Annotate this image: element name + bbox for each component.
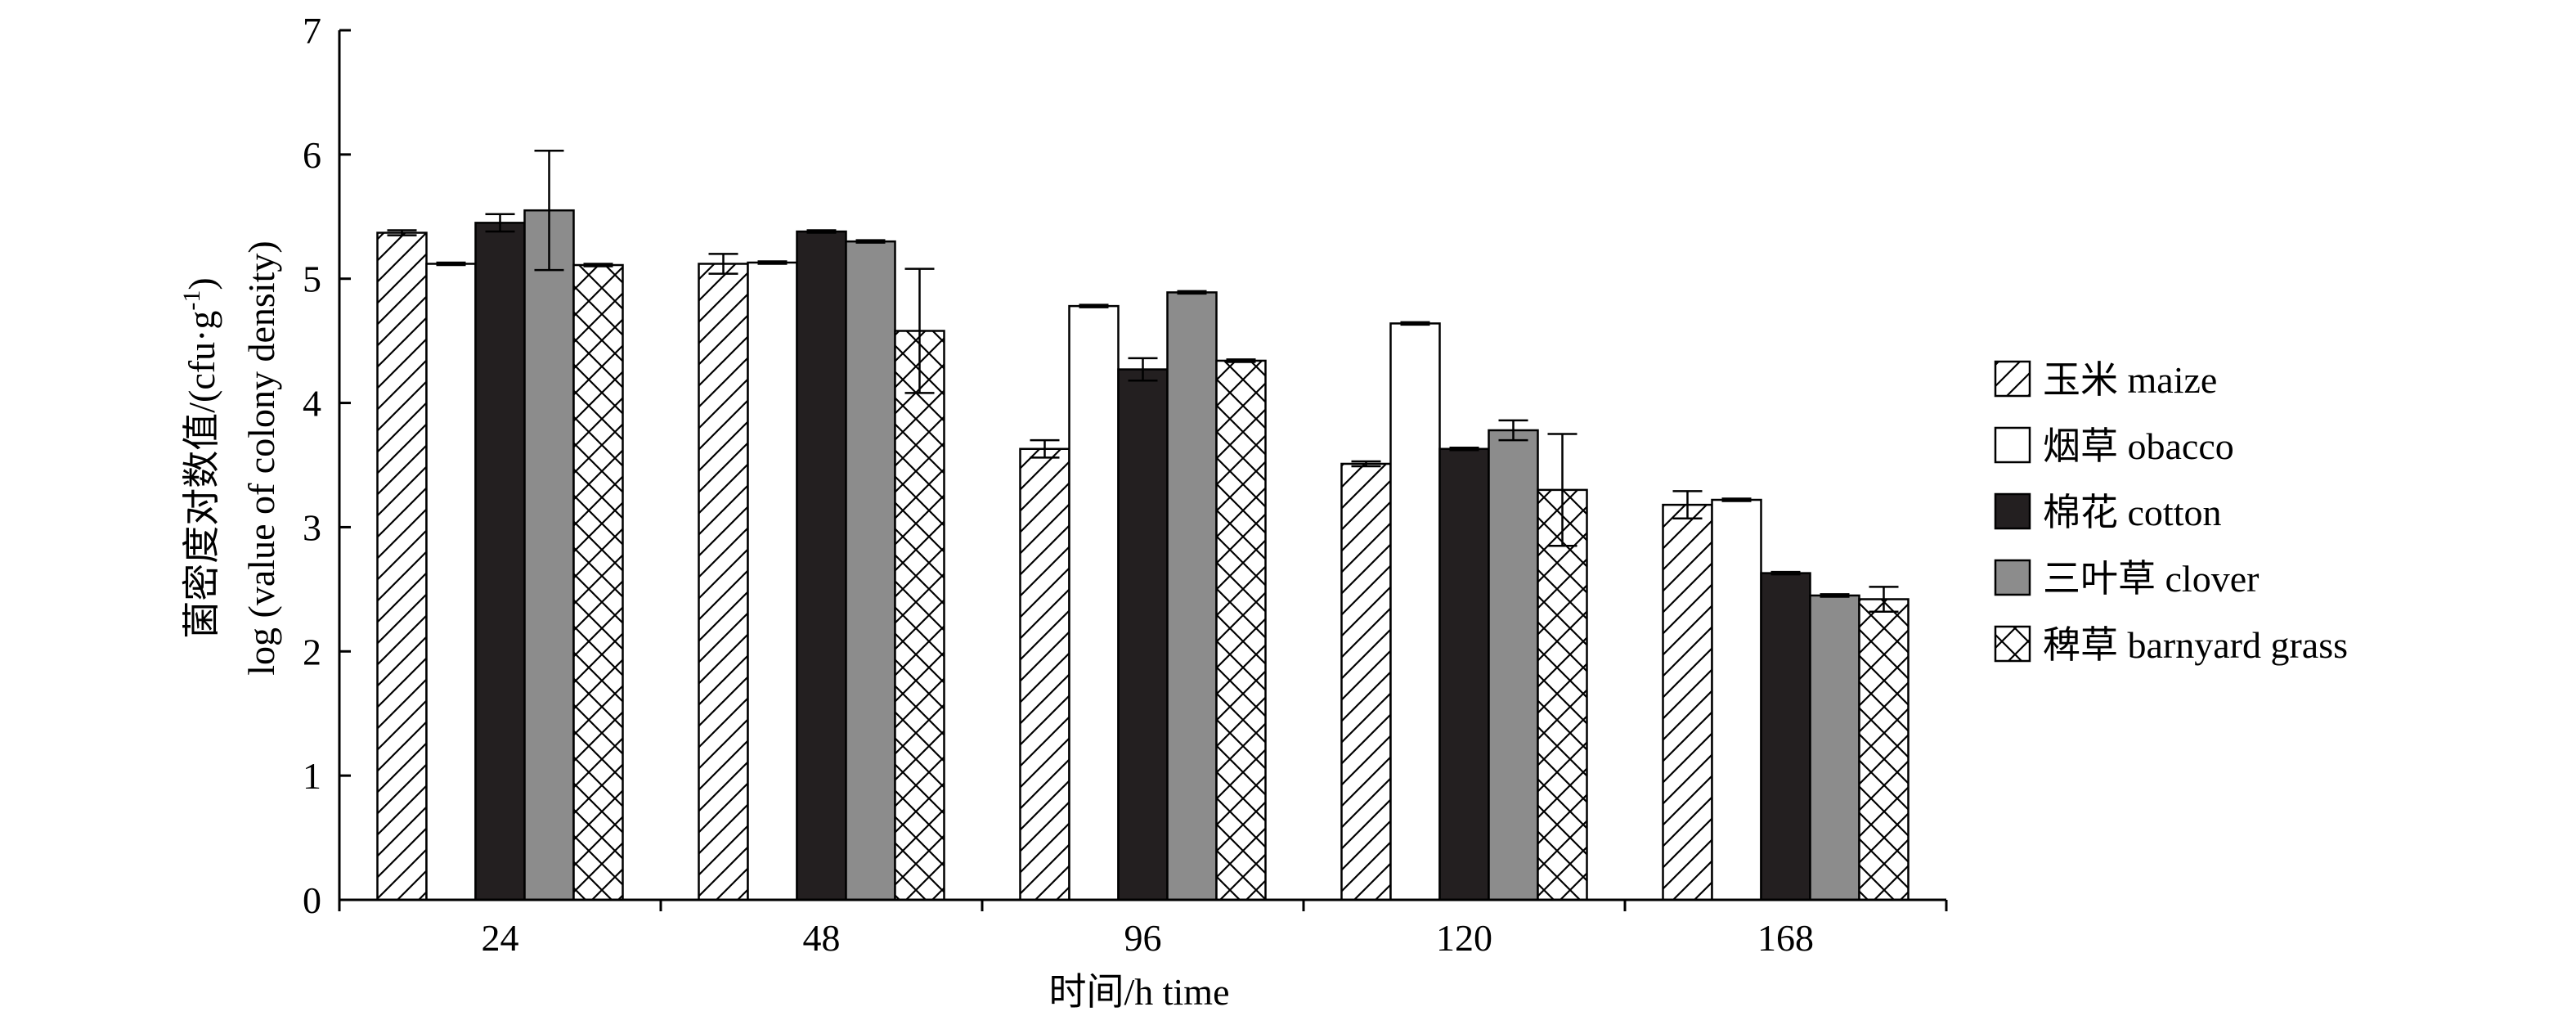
- y-axis-title: 菌密度对数值/(cfu·g-1): [178, 277, 222, 638]
- y-tick-label: 1: [303, 755, 321, 797]
- bar: [474, 222, 526, 901]
- legend-label: 烟草 obacco: [2043, 425, 2234, 467]
- bar: [1488, 429, 1539, 901]
- legend-label: 玉米 maize: [2043, 359, 2217, 401]
- y-tick-label: 7: [303, 10, 321, 52]
- y-tick-label: 6: [303, 134, 321, 176]
- bar: [747, 261, 798, 901]
- legend-label: 棉花 cotton: [2043, 492, 2221, 533]
- bar: [425, 263, 477, 901]
- bar: [845, 240, 896, 901]
- legend-swatch: [1994, 625, 2031, 663]
- x-tick-label: 24: [482, 917, 519, 959]
- y-axis-title-superscript: -1: [178, 290, 205, 311]
- bar: [1537, 488, 1588, 901]
- legend-label: 稗草 barnyard grass: [2043, 624, 2348, 666]
- y-axis-title-line1-main: 菌密度对数值/(cfu·g: [181, 311, 222, 639]
- legend-swatch: [1994, 492, 2031, 530]
- bar: [1760, 572, 1811, 901]
- bar: [1662, 503, 1713, 901]
- y-tick-label: 5: [303, 258, 321, 300]
- bars-layer: [376, 209, 1910, 901]
- legend: 玉米 maize 烟草 obacco 棉花 cotton 三叶草 clover 稗草 b…: [1994, 359, 2348, 666]
- x-tick-label: 120: [1436, 917, 1492, 959]
- bar: [1019, 447, 1070, 901]
- x-axis-ticks: 24 48 96 120 168: [338, 900, 1948, 959]
- bar: [1166, 291, 1218, 901]
- legend-swatch: [1994, 360, 2031, 398]
- y-axis-title-line2: log (value of colony density): [240, 241, 282, 675]
- x-tick-label: 96: [1124, 917, 1162, 959]
- bar: [1340, 462, 1392, 901]
- bar: [1068, 304, 1120, 901]
- bar: [572, 263, 624, 901]
- y-axis-title-2: log (value of colony density): [240, 241, 282, 675]
- y-axis-ticks: 0 1 2 3 4 5 6 7: [303, 10, 351, 921]
- bar: [1711, 498, 1762, 901]
- x-tick-label: 48: [803, 917, 841, 959]
- error-bars-layer: [387, 150, 1899, 613]
- y-tick-label: 4: [303, 383, 321, 425]
- x-tick-label: 168: [1757, 917, 1814, 959]
- y-axis-title-line1: 菌密度对数值/(cfu·g-1): [178, 277, 222, 638]
- bar: [1117, 368, 1169, 901]
- x-axis-title: 时间/h time: [1048, 971, 1229, 1013]
- bar: [1858, 598, 1910, 901]
- bar: [523, 209, 575, 901]
- legend-swatch: [1994, 426, 2031, 464]
- bar: [376, 232, 428, 901]
- y-tick-label: 0: [303, 879, 321, 921]
- bar: [698, 263, 749, 901]
- bar: [796, 230, 847, 901]
- bar: [1809, 594, 1860, 901]
- legend-swatch: [1994, 559, 2031, 596]
- bar: [894, 330, 945, 901]
- y-tick-label: 2: [303, 631, 321, 672]
- bar: [1389, 322, 1441, 901]
- y-tick-label: 3: [303, 506, 321, 548]
- bar: [1215, 359, 1267, 901]
- legend-label: 三叶草 clover: [2043, 558, 2259, 600]
- bar: [1438, 447, 1490, 901]
- y-axis-title-line1-end: ): [181, 277, 222, 290]
